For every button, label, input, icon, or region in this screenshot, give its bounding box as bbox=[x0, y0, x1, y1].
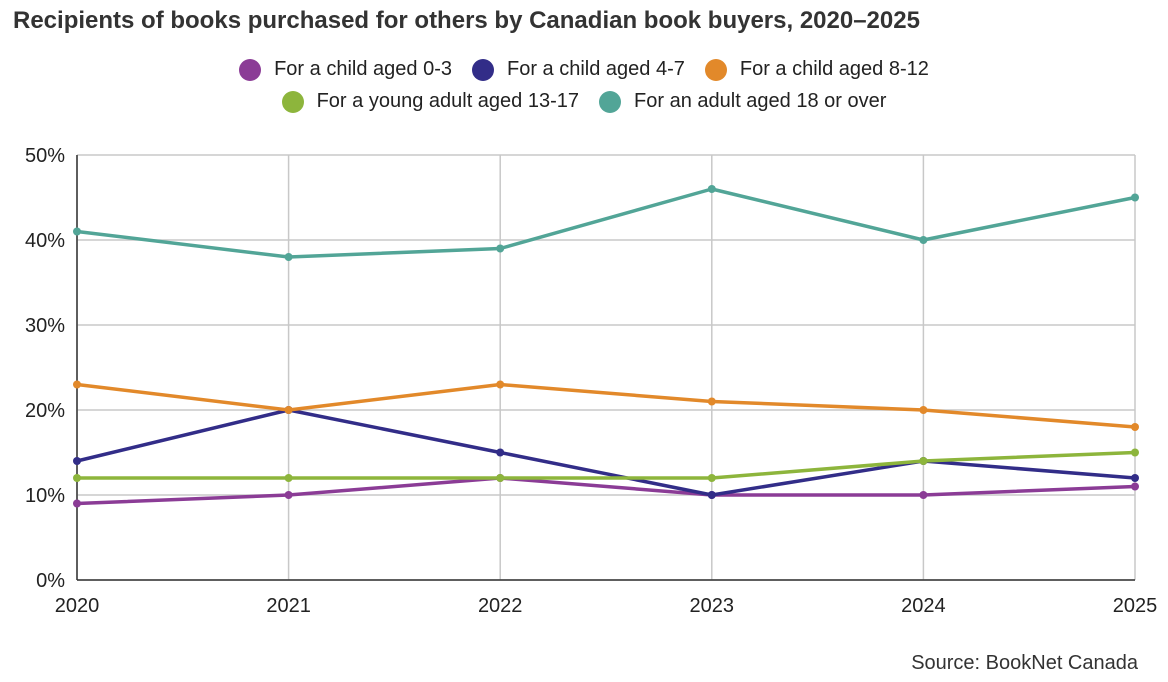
data-point bbox=[73, 474, 81, 482]
y-tick-label: 30% bbox=[25, 315, 65, 337]
data-point bbox=[707, 185, 716, 193]
legend-item-young-adult-13-17[interactable]: For a young adult aged 13-17 bbox=[281, 90, 580, 113]
data-point bbox=[1131, 448, 1139, 457]
data-point bbox=[1131, 482, 1139, 491]
series-line-2 bbox=[75, 382, 1137, 429]
data-point bbox=[919, 406, 928, 414]
series-line-1 bbox=[75, 408, 1137, 497]
legend-label: For a child aged 4-7 bbox=[506, 58, 685, 80]
data-point bbox=[284, 474, 293, 482]
legend-item-adult-18-plus[interactable]: For an adult aged 18 or over bbox=[599, 90, 886, 113]
y-tick-label: 10% bbox=[25, 485, 65, 507]
legend-item-child-4-7[interactable]: For a child aged 4-7 bbox=[471, 58, 685, 81]
x-tick-label: 2021 bbox=[266, 595, 311, 617]
source-note: Source: BookNet Canada bbox=[911, 652, 1138, 674]
legend-item-child-8-12[interactable]: For a child aged 8-12 bbox=[704, 58, 929, 81]
legend-label: For a child aged 8-12 bbox=[739, 58, 929, 80]
data-point bbox=[707, 397, 716, 406]
legend-label: For a young adult aged 13-17 bbox=[316, 90, 580, 112]
data-point bbox=[496, 474, 505, 482]
data-point bbox=[707, 491, 716, 499]
chart-title: Recipients of books purchased for others… bbox=[13, 7, 920, 34]
legend-row-1: For a child aged 0-3 For a child aged 4-… bbox=[0, 58, 1168, 81]
data-point bbox=[707, 474, 716, 482]
legend-marker-icon bbox=[239, 58, 262, 81]
data-point bbox=[284, 253, 293, 261]
data-point bbox=[496, 380, 505, 389]
series-line-3 bbox=[75, 450, 1137, 480]
legend-marker-icon bbox=[704, 58, 727, 81]
data-point bbox=[73, 499, 81, 508]
y-tick-label: 50% bbox=[25, 145, 65, 167]
x-tick-label: 2022 bbox=[478, 595, 523, 617]
data-point bbox=[73, 227, 81, 236]
data-point bbox=[496, 244, 505, 253]
data-point bbox=[1131, 423, 1139, 431]
legend-marker-icon bbox=[599, 90, 622, 113]
x-tick-label: 2025 bbox=[1113, 595, 1158, 617]
legend-label: For an adult aged 18 or over bbox=[634, 90, 887, 112]
legend-marker-icon bbox=[281, 90, 304, 113]
data-point bbox=[284, 491, 293, 499]
series-line-4 bbox=[75, 187, 1137, 259]
data-point bbox=[73, 457, 81, 465]
data-point bbox=[919, 457, 928, 465]
legend-row-2: For a young adult aged 13-17 For an adul… bbox=[0, 90, 1168, 113]
data-point bbox=[496, 448, 505, 457]
data-point bbox=[1131, 474, 1139, 482]
data-point bbox=[73, 380, 81, 389]
x-tick-label: 2024 bbox=[901, 595, 946, 617]
y-tick-label: 20% bbox=[25, 400, 65, 422]
data-point bbox=[1131, 193, 1139, 202]
x-tick-label: 2023 bbox=[690, 595, 735, 617]
series-line-0 bbox=[75, 476, 1137, 506]
legend-marker-icon bbox=[471, 58, 494, 81]
legend-label: For a child aged 0-3 bbox=[274, 58, 452, 80]
legend-item-child-0-3[interactable]: For a child aged 0-3 bbox=[239, 58, 452, 81]
data-point bbox=[919, 236, 928, 244]
y-tick-label: 0% bbox=[36, 570, 65, 592]
x-tick-label: 2020 bbox=[55, 595, 100, 617]
data-point bbox=[919, 491, 928, 499]
y-tick-label: 40% bbox=[25, 230, 65, 252]
data-point bbox=[284, 406, 293, 414]
